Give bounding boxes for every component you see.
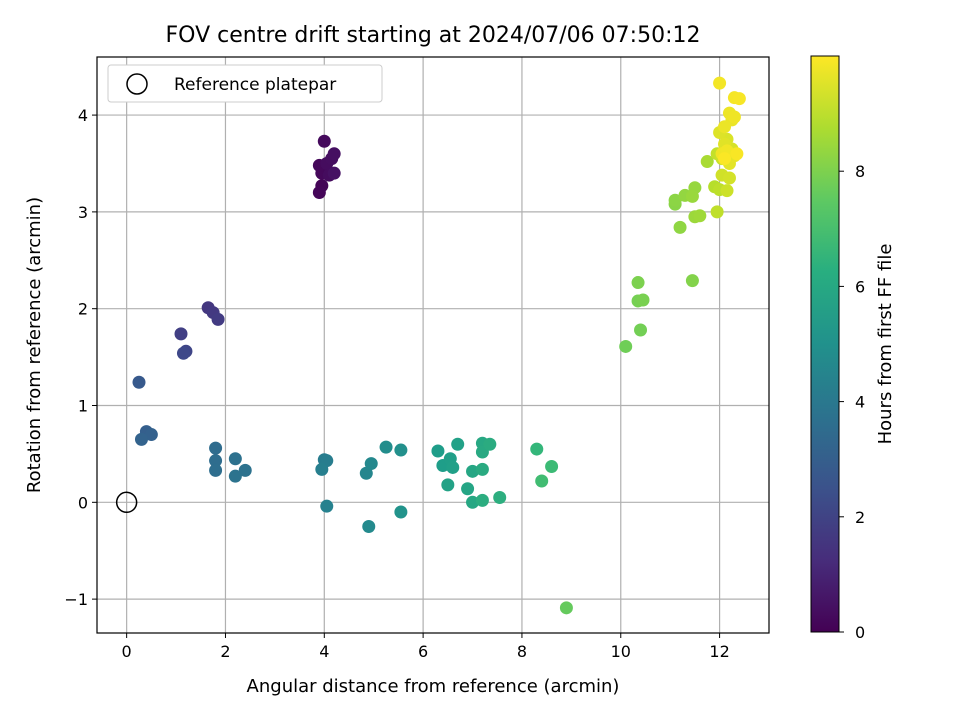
data-point bbox=[475, 462, 489, 476]
data-point bbox=[431, 444, 445, 458]
data-point bbox=[634, 323, 648, 337]
data-point bbox=[668, 193, 682, 207]
data-point bbox=[394, 443, 408, 457]
data-point bbox=[379, 440, 393, 454]
x-tick-label: 8 bbox=[517, 642, 527, 661]
data-point bbox=[535, 474, 549, 488]
x-axis-label: Angular distance from reference (arcmin) bbox=[247, 676, 620, 697]
data-point bbox=[685, 189, 699, 203]
data-point bbox=[722, 171, 736, 185]
data-point bbox=[466, 464, 480, 478]
colorbar-tick-label: 8 bbox=[855, 162, 865, 181]
y-tick-label: −1 bbox=[64, 590, 88, 609]
x-tick-label: 2 bbox=[220, 642, 230, 661]
legend-box bbox=[107, 64, 383, 103]
data-point bbox=[727, 110, 741, 124]
data-point bbox=[317, 134, 331, 148]
data-point bbox=[451, 437, 465, 451]
data-point bbox=[466, 495, 480, 509]
x-tick-label: 6 bbox=[418, 642, 428, 661]
data-point bbox=[209, 454, 223, 468]
x-tick-label: 12 bbox=[709, 642, 729, 661]
data-point bbox=[134, 432, 148, 446]
y-tick-label: 1 bbox=[78, 397, 88, 416]
x-tick-label: 4 bbox=[319, 642, 329, 661]
data-point bbox=[530, 442, 544, 456]
data-point bbox=[619, 339, 633, 353]
data-point bbox=[209, 463, 223, 477]
grid bbox=[97, 57, 769, 633]
data-point bbox=[718, 152, 732, 166]
colorbar-tick-label: 2 bbox=[855, 508, 865, 527]
data-point bbox=[720, 184, 734, 198]
data-point bbox=[211, 312, 225, 326]
y-tick-label: 3 bbox=[78, 203, 88, 222]
data-point bbox=[209, 441, 223, 455]
data-point bbox=[636, 293, 650, 307]
colorbar: 0 2 4 6 8 Hours from first FF file bbox=[810, 55, 896, 642]
data-point bbox=[441, 478, 455, 492]
y-tick-label: 2 bbox=[78, 300, 88, 319]
scatter-points bbox=[115, 76, 746, 615]
data-point bbox=[359, 466, 373, 480]
data-point bbox=[631, 276, 645, 290]
data-point bbox=[713, 76, 727, 90]
data-point bbox=[446, 460, 460, 474]
data-point bbox=[710, 205, 724, 219]
data-point bbox=[559, 601, 573, 615]
x-tick-label: 0 bbox=[122, 642, 132, 661]
y-axis-ticks: −1 0 1 2 3 4 bbox=[64, 106, 97, 609]
data-point bbox=[685, 274, 699, 288]
y-tick-label: 4 bbox=[78, 106, 88, 125]
data-point bbox=[493, 490, 507, 504]
colorbar-ticks: 0 2 4 6 8 bbox=[839, 162, 865, 642]
data-point bbox=[673, 220, 687, 234]
data-point bbox=[228, 469, 242, 483]
data-point bbox=[718, 120, 732, 134]
x-axis-ticks: 0 2 4 6 8 10 12 bbox=[122, 633, 730, 661]
data-point bbox=[132, 375, 146, 389]
colorbar-gradient bbox=[810, 55, 840, 633]
x-tick-label: 10 bbox=[611, 642, 631, 661]
data-point bbox=[315, 462, 329, 476]
data-point bbox=[700, 155, 714, 169]
data-point bbox=[176, 346, 190, 360]
colorbar-tick-label: 0 bbox=[855, 623, 865, 642]
data-point bbox=[327, 166, 341, 180]
data-point bbox=[732, 92, 746, 106]
data-point bbox=[483, 437, 497, 451]
data-point bbox=[312, 186, 326, 200]
data-point bbox=[461, 482, 475, 496]
data-point bbox=[174, 327, 188, 341]
legend-marker-icon bbox=[126, 73, 148, 95]
data-point bbox=[730, 147, 744, 161]
y-axis-label: Rotation from reference (arcmin) bbox=[24, 197, 45, 493]
data-point bbox=[475, 493, 489, 507]
data-point bbox=[320, 499, 334, 513]
plot-frame bbox=[96, 56, 770, 634]
data-point bbox=[238, 463, 252, 477]
y-tick-label: 0 bbox=[78, 493, 88, 512]
data-point bbox=[364, 457, 378, 471]
data-point bbox=[327, 147, 341, 161]
reference-point bbox=[115, 491, 138, 514]
data-point bbox=[362, 520, 376, 534]
legend: Reference platepar bbox=[107, 64, 383, 103]
colorbar-tick-label: 6 bbox=[855, 277, 865, 296]
data-point bbox=[693, 209, 707, 223]
data-point bbox=[228, 452, 242, 466]
chart-title: FOV centre drift starting at 2024/07/06 … bbox=[166, 23, 701, 48]
data-point bbox=[144, 428, 158, 442]
legend-label: Reference platepar bbox=[174, 75, 336, 95]
data-point bbox=[545, 459, 559, 473]
data-point bbox=[394, 505, 408, 519]
colorbar-tick-label: 4 bbox=[855, 393, 865, 412]
colorbar-label: Hours from first FF file bbox=[875, 244, 896, 445]
